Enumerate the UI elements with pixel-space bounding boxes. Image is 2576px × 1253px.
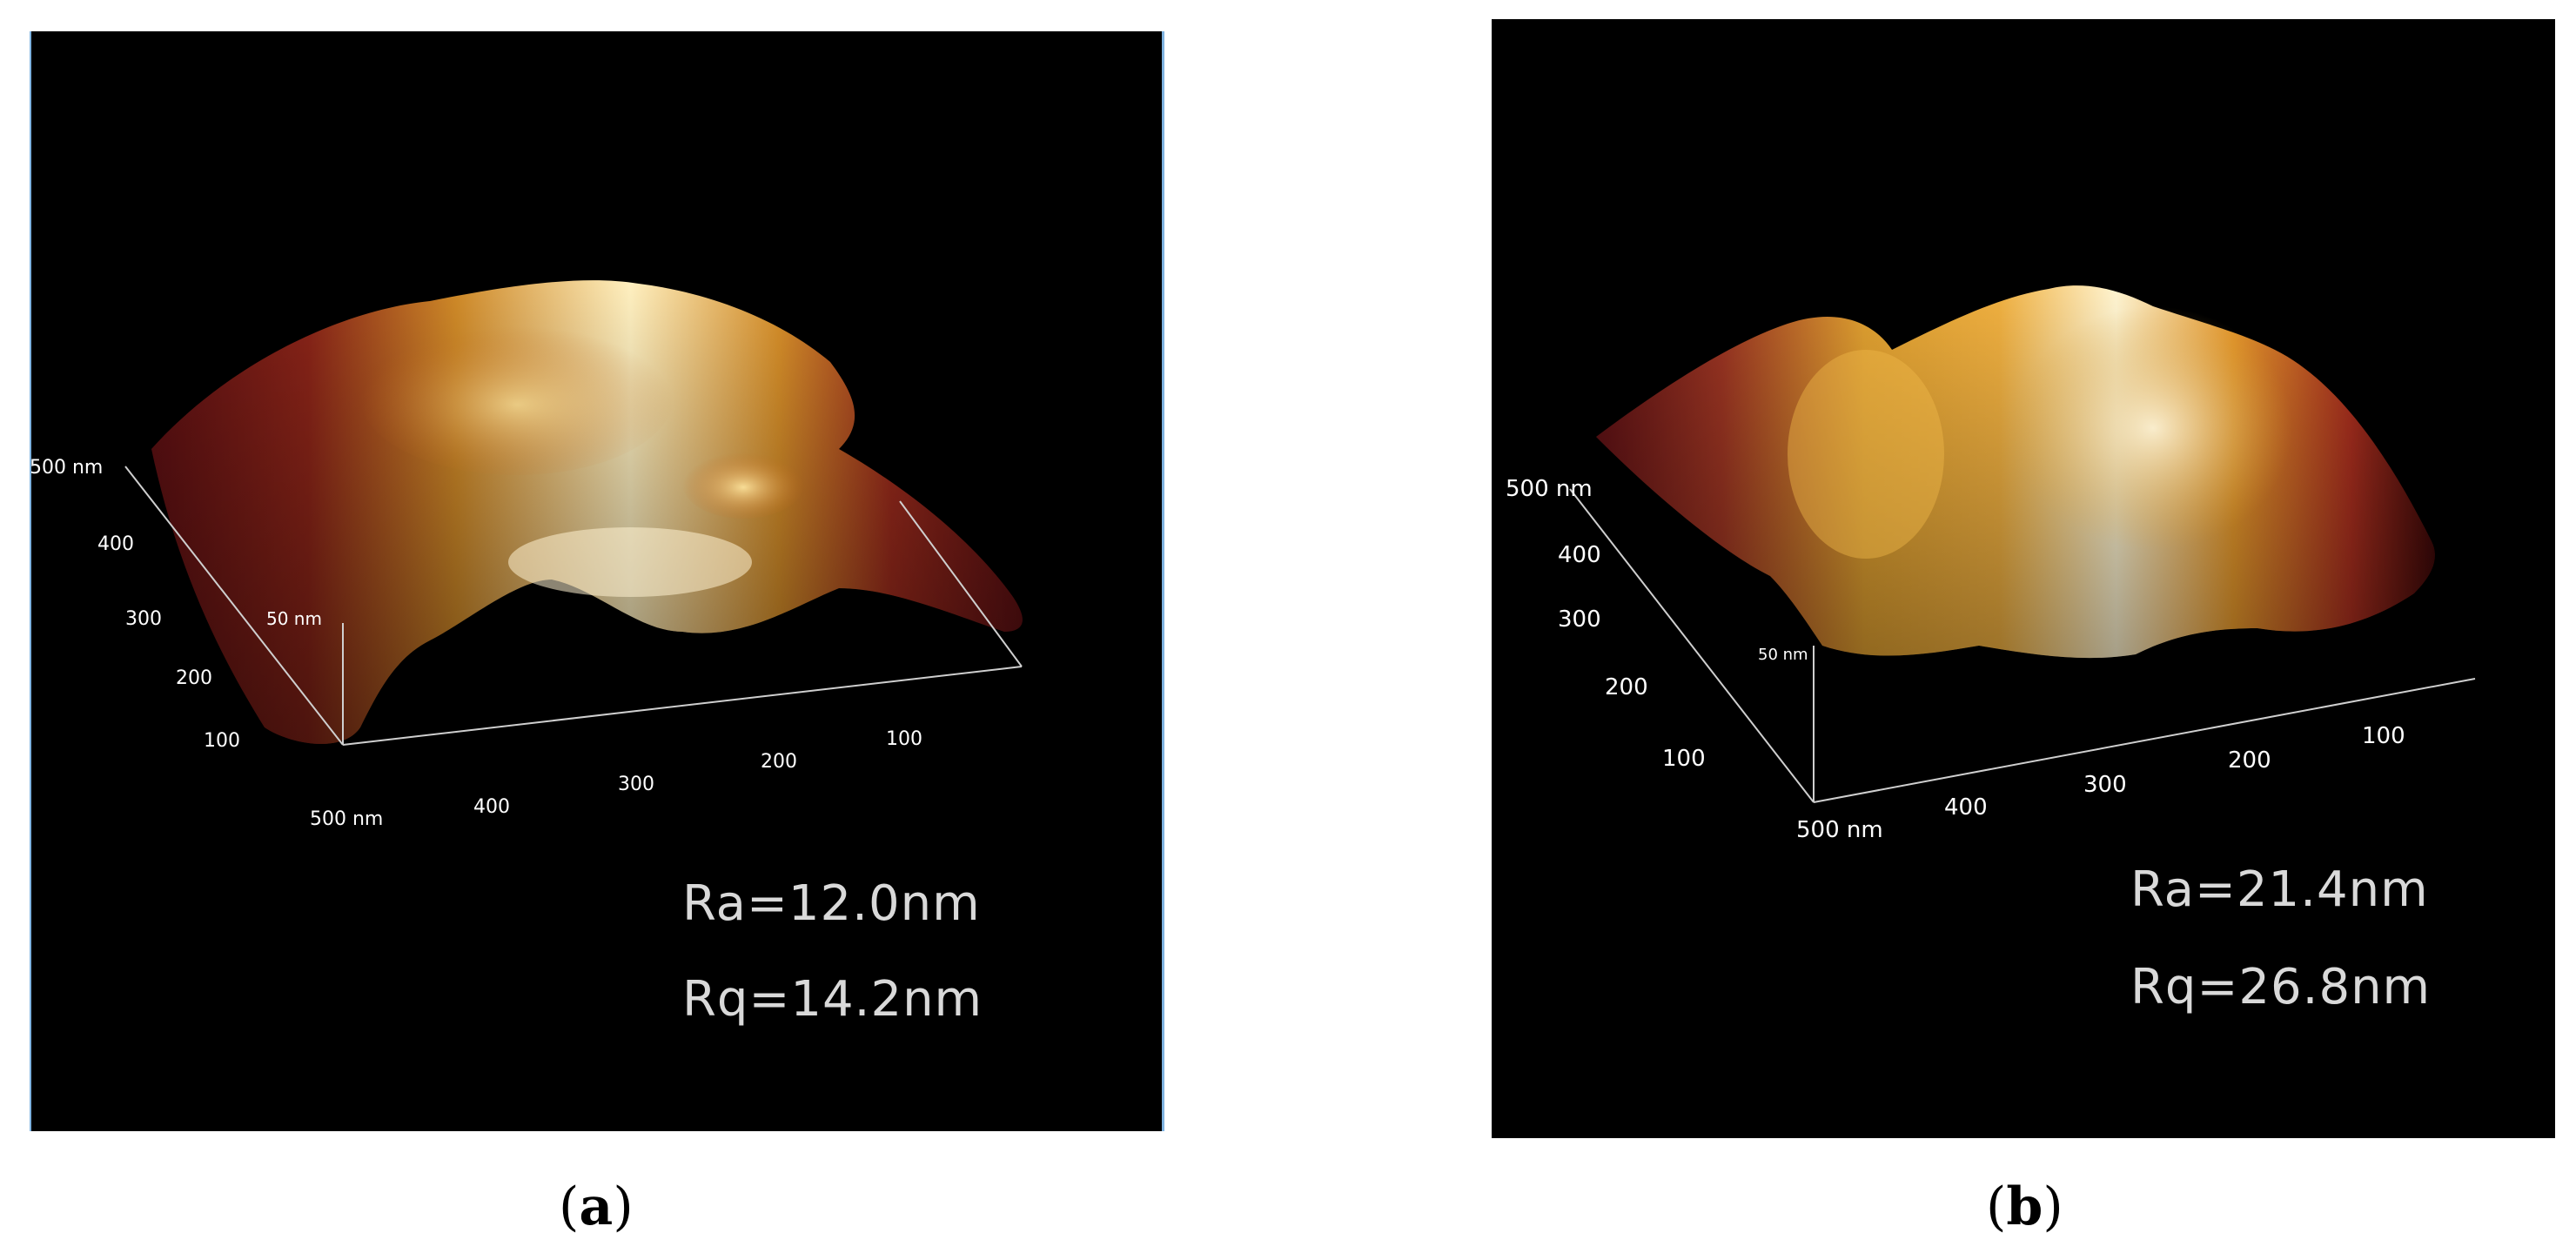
left-axis-tick-3: 300	[1558, 606, 1601, 633]
bottom-axis-tick-5: 100	[886, 728, 922, 750]
axes-b	[1569, 488, 2476, 803]
panel-a-border	[30, 31, 1164, 1131]
left-axis-tick-1: 500 nm	[1506, 476, 1593, 502]
ra-value: Ra=12.0nm	[682, 875, 981, 932]
bottom-axis-tick-4: 200	[761, 751, 797, 773]
afm-image-panel-a: 500 nm 400 300 200 100 500 nm 400 300 20…	[30, 31, 1164, 1131]
caption-a-letter: a	[579, 1176, 614, 1237]
left-axis-tick-1: 500 nm	[30, 457, 103, 479]
left-axis-tick-5: 100	[1662, 746, 1706, 772]
bottom-axis-tick-1: 500 nm	[1796, 817, 1883, 843]
left-axis-tick-2: 400	[97, 533, 134, 555]
afm-surface-plot-a	[124, 280, 1023, 746]
z-axis-label: 50 nm	[1758, 646, 1808, 664]
caption-a: (a)	[559, 1176, 634, 1237]
z-axis-label: 50 nm	[266, 608, 322, 629]
afm-image-panel-b: 500 nm 400 300 200 100 500 nm 400 300 20…	[1492, 19, 2555, 1138]
caption-b: (b)	[1986, 1176, 2063, 1237]
axes-a	[124, 466, 1023, 746]
afm-surface-plot-b	[1569, 285, 2476, 803]
left-axis-tick-4: 200	[176, 667, 212, 689]
rq-value: Rq=14.2nm	[682, 971, 983, 1028]
left-axis-tick-4: 200	[1605, 674, 1648, 700]
left-axis-tick-3: 300	[125, 608, 162, 630]
caption-b-letter: b	[2006, 1176, 2043, 1237]
bottom-axis-tick-3: 300	[618, 774, 654, 795]
ra-value: Ra=21.4nm	[2130, 861, 2429, 918]
bottom-axis-tick-1: 500 nm	[310, 808, 383, 830]
bottom-axis-tick-2: 400	[1944, 794, 1988, 821]
bottom-axis-tick-5: 100	[2362, 723, 2405, 749]
left-axis-tick-5: 100	[204, 730, 240, 752]
bottom-axis-tick-4: 200	[2228, 747, 2271, 774]
left-axis-tick-2: 400	[1558, 542, 1601, 568]
bottom-axis-tick-2: 400	[473, 796, 510, 818]
bottom-axis-tick-3: 300	[2083, 772, 2127, 798]
rq-value: Rq=26.8nm	[2130, 959, 2432, 1015]
